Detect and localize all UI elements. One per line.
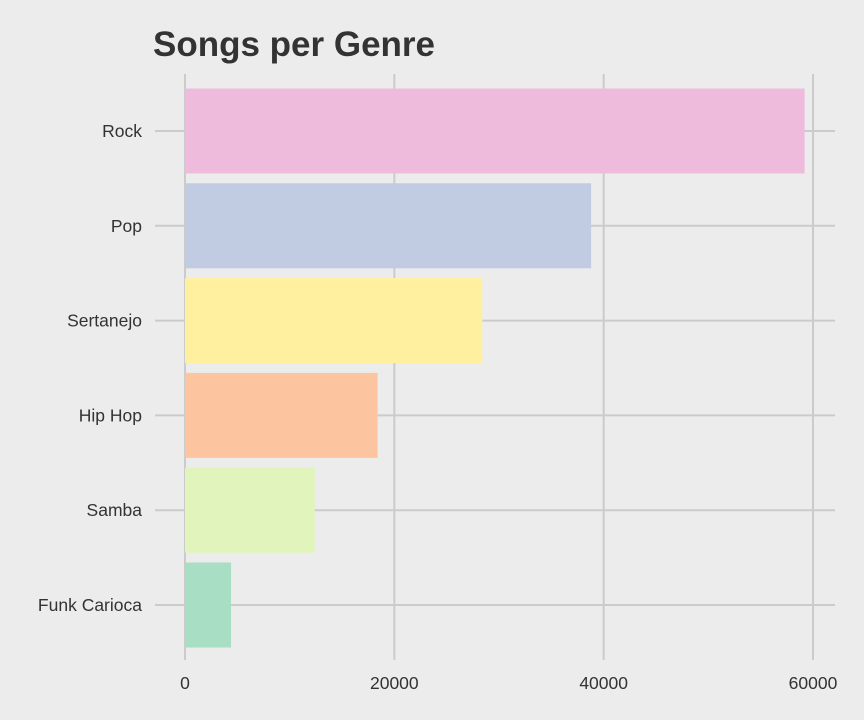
y-tick-label: Rock [102, 121, 142, 141]
bar-rock [185, 88, 805, 174]
bar-funk-carioca [185, 562, 232, 648]
bar-hip-hop [185, 372, 378, 458]
bar-pop [185, 183, 592, 269]
chart-title: Songs per Genre [153, 25, 435, 64]
y-tick-label: Samba [87, 500, 143, 520]
bar-sertanejo [185, 278, 483, 364]
y-tick-label: Hip Hop [79, 405, 142, 425]
y-tick-label: Sertanejo [67, 311, 142, 331]
x-tick-label: 60000 [789, 673, 838, 693]
y-tick-labels: Rock Pop Sertanejo Hip Hop Samba Funk Carioca [38, 121, 142, 615]
bar-layer [185, 88, 805, 648]
y-tick-label: Pop [111, 216, 142, 236]
x-tick-labels: 0 20000 40000 60000 [180, 673, 837, 693]
x-tick-label: 0 [180, 673, 190, 693]
y-tick-label: Funk Carioca [38, 595, 142, 615]
x-tick-label: 40000 [579, 673, 628, 693]
bar-samba [185, 467, 315, 553]
x-tick-label: 20000 [370, 673, 419, 693]
